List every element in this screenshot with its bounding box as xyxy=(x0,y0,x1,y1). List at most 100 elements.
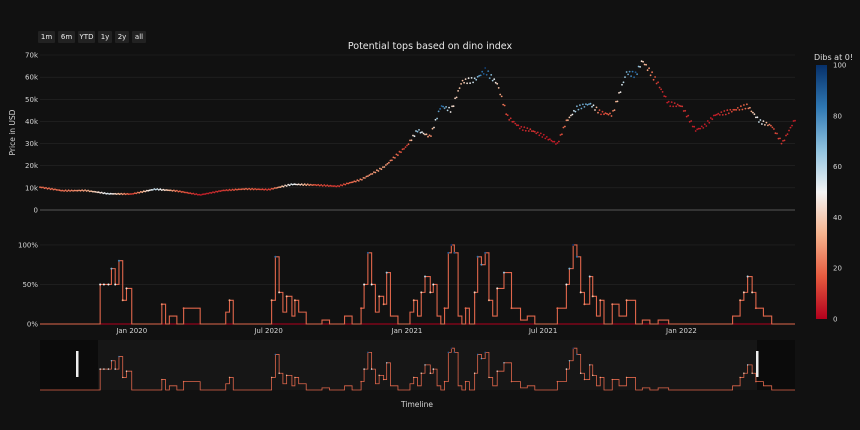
price-point xyxy=(242,188,244,190)
probability-point xyxy=(182,307,185,310)
price-point xyxy=(502,103,505,106)
probability-point xyxy=(382,303,385,306)
probability-point xyxy=(429,291,432,294)
price-point xyxy=(162,188,165,191)
price-point xyxy=(278,186,280,189)
probability-tick-label: 50% xyxy=(22,281,38,289)
rangeslider-handle-right[interactable] xyxy=(756,351,759,377)
price-point xyxy=(440,105,443,107)
price-point xyxy=(555,143,557,145)
price-point xyxy=(708,121,711,124)
price-point xyxy=(511,120,514,123)
price-point xyxy=(663,95,666,97)
price-point xyxy=(600,113,602,116)
probability-point xyxy=(484,351,486,354)
price-point xyxy=(627,73,629,76)
price-point xyxy=(454,97,456,100)
price-point xyxy=(561,133,563,136)
price-point xyxy=(661,91,664,93)
price-point xyxy=(678,104,681,107)
price-point xyxy=(756,116,759,119)
price-point xyxy=(317,183,320,186)
price-point xyxy=(506,114,509,117)
probability-point xyxy=(382,378,385,381)
probability-point xyxy=(510,380,513,383)
price-point xyxy=(613,109,616,111)
probability-grid: 0% 50% 100% Jan 2020 Jul 2020 Jan 2021 Jul 202… xyxy=(18,241,795,335)
price-point xyxy=(657,81,659,84)
range-button-ytd[interactable]: YTD xyxy=(78,31,95,43)
probability-point xyxy=(751,291,754,294)
probability-point xyxy=(274,255,277,258)
probability-point xyxy=(429,372,432,374)
probability-point xyxy=(588,364,591,366)
range-button-1m[interactable]: 1m xyxy=(38,31,55,43)
price-point xyxy=(401,148,404,151)
price-point xyxy=(342,183,345,186)
price-point xyxy=(567,119,569,122)
rangeslider-handle-left[interactable] xyxy=(76,351,79,377)
price-point xyxy=(245,187,247,190)
price-point xyxy=(228,188,231,191)
price-point xyxy=(761,123,763,125)
price-point xyxy=(544,137,547,140)
range-button-2y[interactable]: 2y xyxy=(115,31,129,43)
price-point xyxy=(445,106,447,108)
probability-point xyxy=(228,376,231,379)
price-point xyxy=(357,180,360,182)
price-point xyxy=(526,127,529,129)
price-point xyxy=(460,83,462,85)
price-point xyxy=(711,118,714,121)
price-point xyxy=(418,129,420,131)
price-point xyxy=(97,191,100,194)
price-point xyxy=(336,185,339,187)
range-button-all[interactable]: all xyxy=(132,31,146,43)
price-point xyxy=(618,92,620,94)
price-point xyxy=(138,191,141,194)
price-point xyxy=(323,184,326,186)
probability-point xyxy=(99,283,102,286)
price-point xyxy=(377,170,380,172)
price-point xyxy=(515,124,518,127)
price-point xyxy=(203,193,205,196)
price-point xyxy=(759,119,762,121)
price-point xyxy=(284,184,286,187)
probability-point xyxy=(496,370,498,372)
price-point xyxy=(306,183,309,186)
price-point xyxy=(361,178,363,181)
price-point xyxy=(487,70,490,72)
price-point xyxy=(595,106,598,109)
range-button-1y[interactable]: 1y xyxy=(98,31,112,43)
probability-point xyxy=(370,283,373,286)
price-point xyxy=(717,112,720,115)
probability-point xyxy=(464,380,467,383)
price-tick-label: 0 xyxy=(34,207,38,215)
price-point xyxy=(434,118,437,121)
price-point xyxy=(774,132,777,135)
price-point xyxy=(121,193,124,196)
price-point xyxy=(189,192,192,195)
price-point xyxy=(654,76,656,78)
price-point xyxy=(616,100,619,103)
price-point xyxy=(324,185,327,187)
price-point xyxy=(102,192,105,195)
probability-point xyxy=(625,299,628,302)
price-point xyxy=(148,189,151,192)
price-point xyxy=(58,189,61,192)
price-point xyxy=(222,189,225,192)
price-point xyxy=(293,183,296,186)
probability-point xyxy=(385,362,388,364)
price-point xyxy=(549,138,551,141)
price-point xyxy=(412,134,414,137)
probability-point xyxy=(117,259,120,262)
probability-point xyxy=(107,283,110,286)
price-point xyxy=(127,193,130,196)
probability-point xyxy=(599,376,601,379)
price-point xyxy=(272,188,274,190)
price-point xyxy=(147,189,150,192)
range-button-6m[interactable]: 6m xyxy=(58,31,75,43)
chart-title: Potential tops based on dino index xyxy=(347,41,513,52)
price-grid: 0 10k 20k 30k 40k 50k 60k 70k xyxy=(25,52,795,215)
price-point xyxy=(570,114,572,117)
